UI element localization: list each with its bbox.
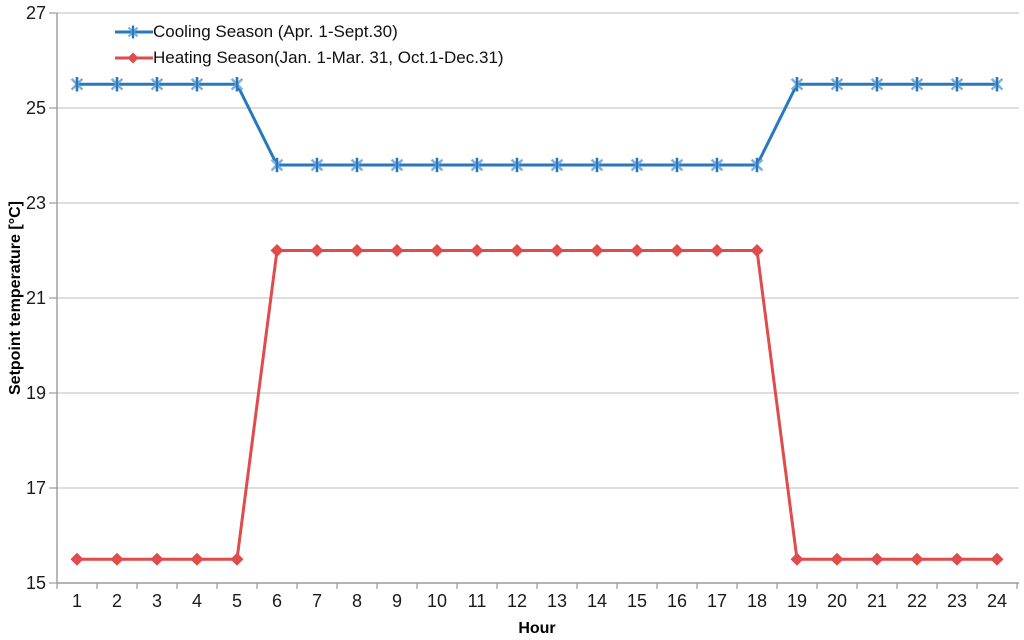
data-point-marker-diamond (110, 552, 124, 566)
x-tick-label-1: 1 (72, 591, 82, 611)
data-point-marker-asterisk (510, 157, 524, 173)
data-point-marker-diamond (550, 244, 564, 257)
x-tick-label-16: 16 (667, 591, 687, 611)
x-tick-label-3: 3 (152, 591, 162, 611)
data-point-marker-asterisk (270, 157, 284, 173)
data-point-marker-diamond (510, 244, 524, 257)
data-point-marker-diamond (350, 244, 364, 257)
data-series (70, 77, 1004, 566)
y-tick-label-23: 23 (26, 193, 46, 213)
data-point-marker-asterisk (590, 157, 604, 173)
data-point-marker-asterisk (870, 77, 884, 92)
series-cooling-season-apr-sep (70, 77, 1004, 173)
data-point-marker-diamond (830, 552, 844, 566)
data-point-marker-diamond (710, 244, 724, 257)
gridlines (57, 12, 1019, 489)
x-tick-label-12: 12 (507, 591, 527, 611)
data-point-marker-diamond (630, 244, 644, 257)
data-point-marker-asterisk (830, 77, 844, 92)
data-point-marker-asterisk (630, 157, 644, 173)
data-point-marker-asterisk (150, 77, 164, 92)
data-point-marker-asterisk (710, 157, 724, 173)
x-tick-label-24: 24 (987, 591, 1007, 611)
x-tick-label-23: 23 (947, 591, 967, 611)
data-point-marker-diamond (950, 552, 964, 566)
x-tick-label-9: 9 (392, 591, 402, 611)
x-tick-label-4: 4 (192, 591, 202, 611)
y-tick-label-15: 15 (26, 573, 46, 593)
data-point-marker-diamond (430, 244, 444, 257)
x-tick-label-8: 8 (352, 591, 362, 611)
x-tick-label-15: 15 (627, 591, 647, 611)
data-point-marker-asterisk (350, 157, 364, 173)
x-tick-label-7: 7 (312, 591, 322, 611)
axes (49, 12, 1019, 589)
series-line-cooling-season-apr-sep (75, 82, 999, 167)
data-point-marker-diamond (470, 244, 484, 257)
x-tick-label-10: 10 (427, 591, 447, 611)
data-point-marker-diamond (190, 552, 204, 566)
legend-label: Heating Season(Jan. 1-Mar. 31, Oct.1-Dec… (153, 48, 504, 67)
diamond-marker-icon (115, 52, 153, 64)
data-point-marker-diamond (670, 244, 684, 257)
data-point-marker-asterisk (910, 77, 924, 92)
data-point-marker-asterisk (190, 77, 204, 92)
data-point-marker-asterisk (230, 77, 244, 92)
data-point-marker-diamond (590, 244, 604, 257)
series-line-heating-season-jan-mar (75, 249, 999, 561)
data-point-marker-asterisk (390, 157, 404, 173)
x-tick-label-14: 14 (587, 591, 607, 611)
x-tick-label-6: 6 (272, 591, 282, 611)
x-tick-label-5: 5 (232, 591, 242, 611)
x-tick-label-11: 11 (468, 591, 487, 611)
legend-item-cooling-season: Cooling Season (Apr. 1-Sept.30) (115, 19, 504, 45)
series-heating-season-jan-mar (70, 244, 1004, 566)
y-tick-label-27: 27 (26, 3, 46, 23)
legend-item-heating-season: Heating Season(Jan. 1-Mar. 31, Oct.1-Dec… (115, 45, 504, 71)
data-point-marker-diamond (230, 552, 244, 566)
data-point-marker-asterisk (430, 157, 444, 173)
y-tick-label-21: 21 (26, 288, 46, 308)
data-point-marker-diamond (70, 552, 84, 566)
legend-label: Cooling Season (Apr. 1-Sept.30) (153, 22, 398, 41)
data-point-marker-diamond (150, 552, 164, 566)
data-point-marker-asterisk (70, 77, 84, 92)
x-tick-label-19: 19 (787, 591, 807, 611)
x-tick-label-18: 18 (747, 591, 767, 611)
data-point-marker-asterisk (750, 157, 764, 173)
data-point-marker-asterisk (310, 157, 324, 173)
y-tick-label-25: 25 (26, 98, 46, 118)
data-point-marker-diamond (790, 552, 804, 566)
x-tick-label-20: 20 (827, 591, 847, 611)
x-tick-label-2: 2 (112, 591, 122, 611)
data-point-marker-asterisk (990, 77, 1004, 92)
data-point-marker-asterisk (110, 77, 124, 92)
y-axis-title: Setpoint temperature [°C] (7, 201, 24, 395)
data-point-marker-diamond (390, 244, 404, 257)
x-tick-label-17: 17 (707, 591, 727, 611)
y-tick-label-19: 19 (26, 383, 46, 403)
x-tick-label-13: 13 (547, 591, 567, 611)
data-point-marker-asterisk (550, 157, 564, 173)
data-point-marker-diamond (910, 552, 924, 566)
data-point-marker-asterisk (950, 77, 964, 92)
x-axis-title: Hour (518, 620, 555, 637)
data-point-marker-diamond (270, 244, 284, 257)
data-point-marker-asterisk (670, 157, 684, 173)
data-point-marker-diamond (990, 552, 1004, 566)
x-tick-label-21: 21 (867, 591, 887, 611)
data-point-marker-diamond (870, 552, 884, 566)
y-tick-label-17: 17 (26, 478, 46, 498)
data-point-marker-asterisk (790, 77, 804, 92)
x-tick-label-22: 22 (907, 591, 927, 611)
asterisk-marker-icon (115, 25, 153, 39)
data-point-marker-diamond (310, 244, 324, 257)
data-point-marker-diamond (750, 244, 764, 257)
legend: Cooling Season (Apr. 1-Sept.30) Heating S… (115, 19, 504, 71)
data-point-marker-asterisk (470, 157, 484, 173)
